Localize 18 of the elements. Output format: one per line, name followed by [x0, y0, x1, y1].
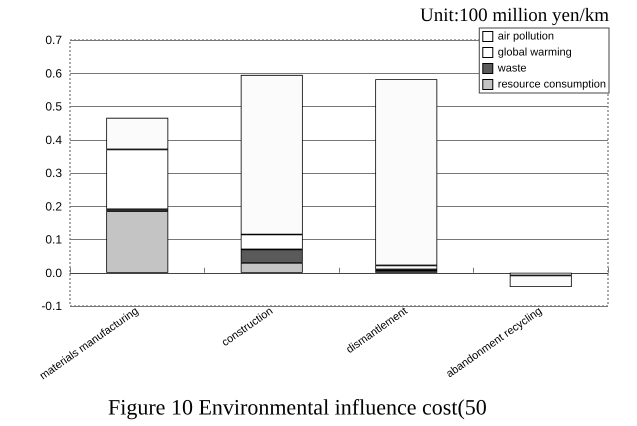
bar: [375, 79, 438, 266]
bar: [510, 275, 572, 288]
caption: Figure 10 Environmental influence cost(50: [108, 394, 487, 420]
bar: [106, 211, 168, 273]
y-tick-label: -0.1: [41, 299, 62, 313]
y-tick-label: 0.6: [45, 66, 62, 80]
y-tick-label: 0.3: [45, 166, 62, 180]
text: Unit:100 million yen/km: [420, 5, 610, 26]
y-tick-label: 0.7: [45, 33, 62, 47]
legend-label: waste: [496, 62, 527, 74]
legend-label: global warming: [498, 46, 572, 58]
y-tick-label: 0.5: [45, 100, 62, 114]
y-tick-label: 0.0: [45, 266, 62, 280]
y-tick-label: 0.1: [45, 232, 62, 246]
legend-label: air pollution: [498, 30, 554, 42]
y-tick-label: 0.4: [45, 132, 62, 147]
legend-label: resource consumption: [498, 78, 606, 90]
y-tick-label: 0.2: [45, 199, 62, 214]
